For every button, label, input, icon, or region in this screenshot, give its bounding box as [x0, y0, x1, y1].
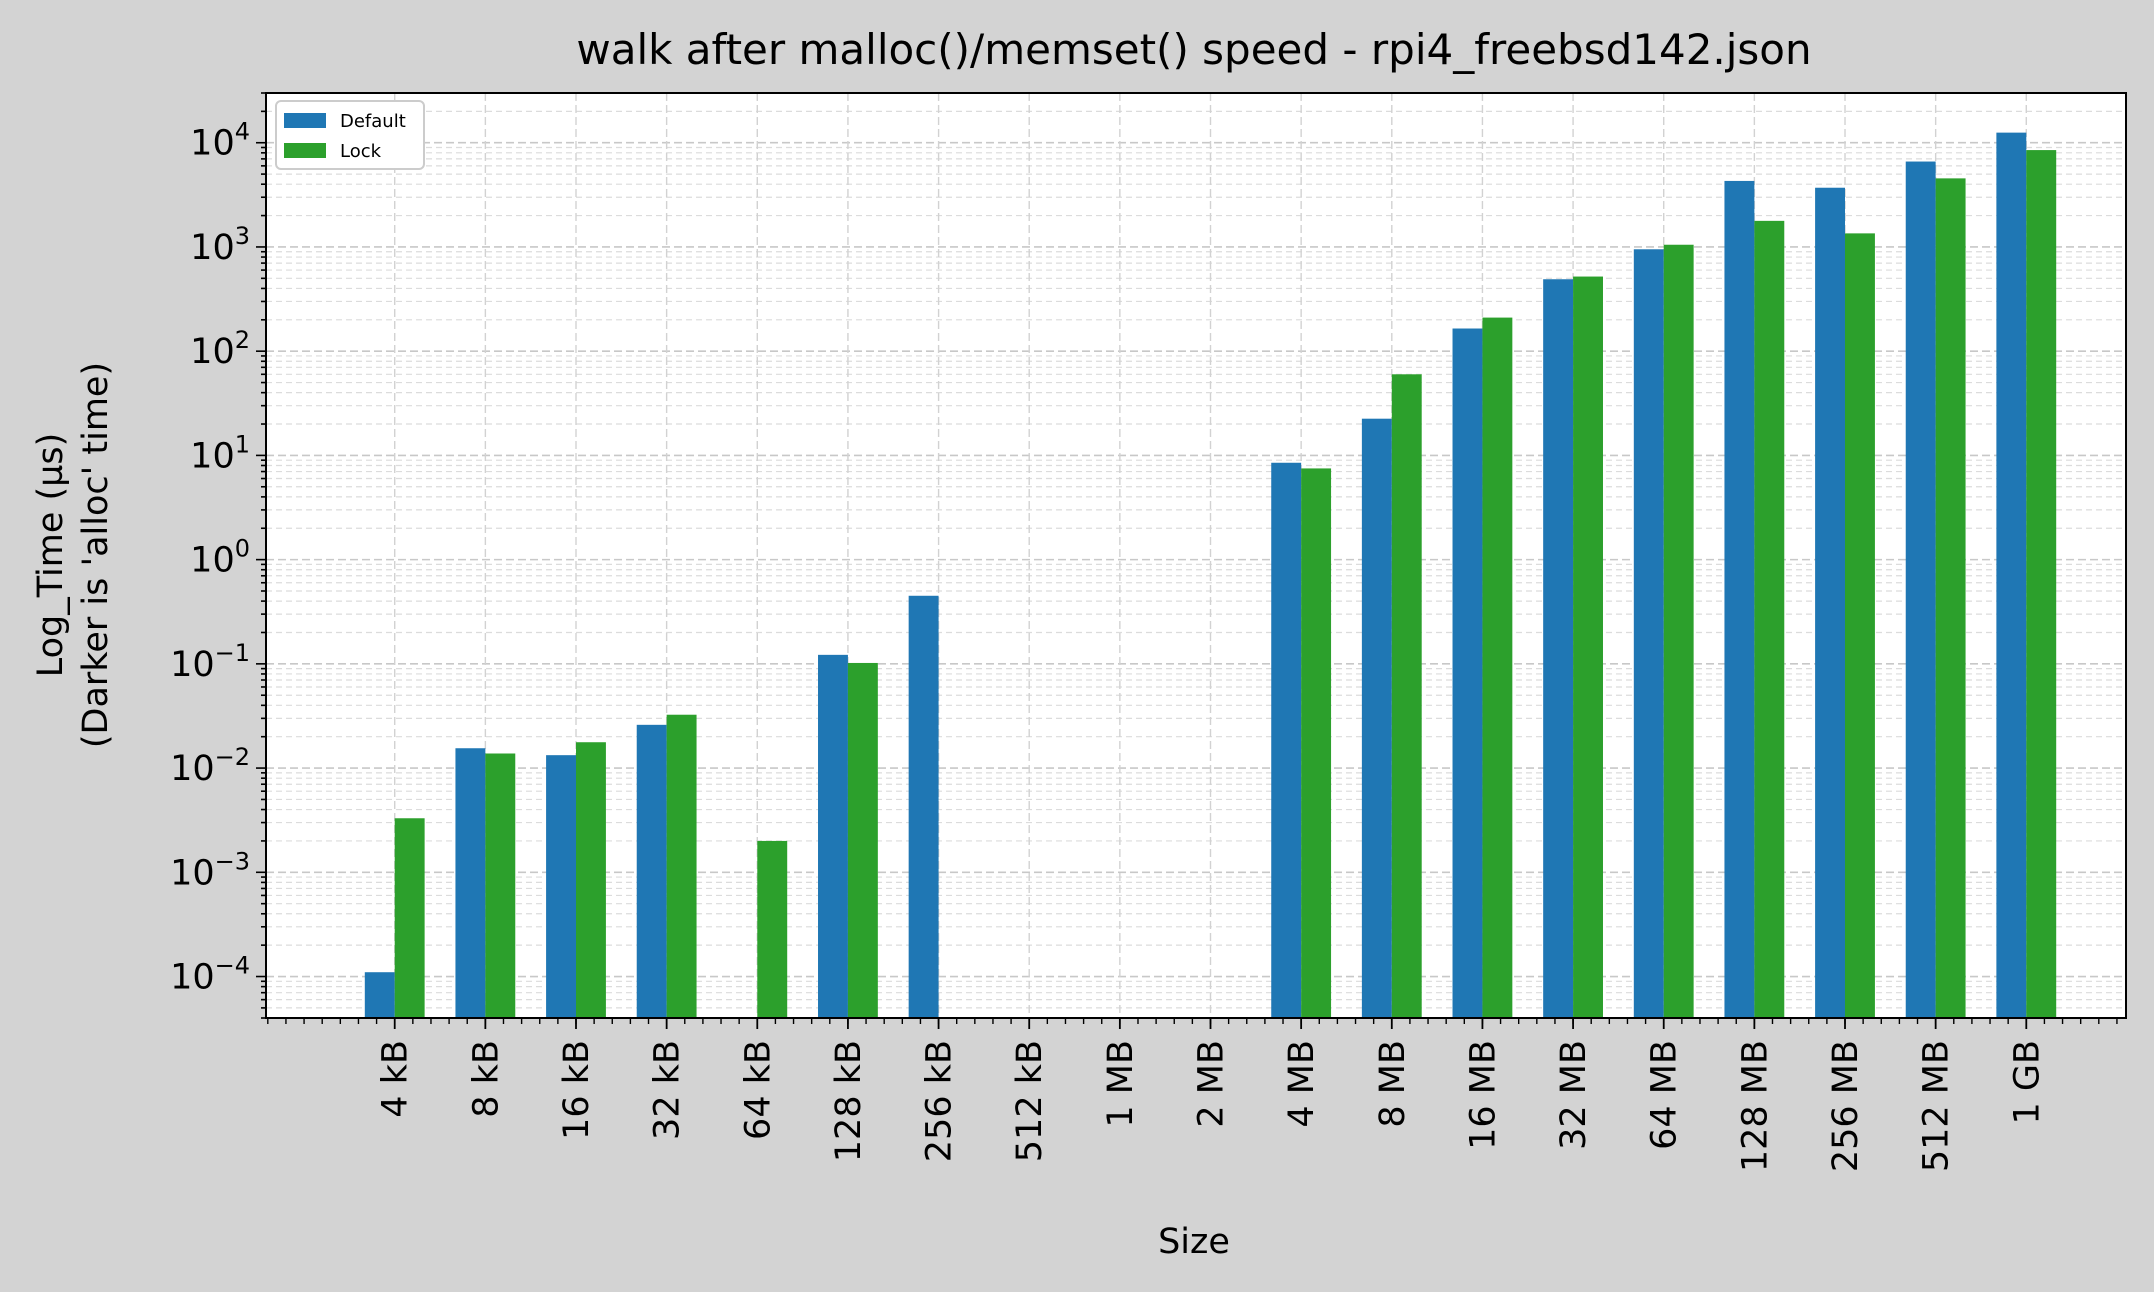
x-tick-label: 64 MB — [1645, 1040, 1685, 1150]
legend-swatch-lock — [284, 143, 326, 158]
x-tick-label: 256 kB — [920, 1040, 960, 1162]
x-tick-labels: 4 kB 8 kB 16 kB 32 kB 64 kB 128 kB 256 kB 512 k… — [376, 1040, 2048, 1172]
legend: Default Lock — [275, 100, 425, 170]
bar-lock-128mb — [1754, 220, 1785, 1019]
y-tick-label: 10−4 — [170, 952, 250, 998]
x-tick-label: 8 kB — [466, 1040, 506, 1118]
bar-lock-16mb — [1482, 317, 1513, 1018]
x-tick-label: 16 MB — [1463, 1040, 1503, 1150]
bar-lock-32kb — [666, 714, 697, 1018]
y-axis-label-line-1: Log_Time (µs) — [31, 433, 71, 678]
x-tick-label: 128 kB — [829, 1040, 869, 1162]
x-tick-label: 16 kB — [557, 1040, 597, 1140]
y-tick-label: 104 — [190, 118, 250, 164]
x-tick-label: 32 kB — [648, 1040, 688, 1140]
x-tick-label: 1 GB — [2007, 1040, 2047, 1125]
bar-lock-64mb — [1663, 244, 1694, 1019]
x-tick-label: 128 MB — [1735, 1040, 1775, 1172]
bar-lock-4kb — [394, 818, 425, 1018]
y-tick-label: 10−2 — [170, 743, 250, 789]
y-axis-label-line-2: (Darker is 'alloc' time) — [76, 362, 116, 748]
y-tick-label: 10−1 — [170, 639, 250, 685]
legend-label-default: Default — [340, 111, 406, 132]
bar-default-4mb — [1271, 462, 1302, 1019]
bar-default-256mb — [1815, 187, 1846, 1018]
bar-lock-512mb — [1935, 178, 1966, 1018]
x-axis-label: Size — [1158, 1222, 1230, 1262]
x-tick-label: 64 kB — [738, 1040, 778, 1140]
bar-default-16mb — [1452, 328, 1483, 1018]
bar-lock-32mb — [1573, 276, 1603, 1018]
bar-default-8kb — [455, 748, 486, 1018]
x-tick-label: 2 MB — [1192, 1040, 1232, 1128]
bar-lock-64kb — [757, 840, 788, 1018]
bar-lock-256mb — [1845, 233, 1875, 1019]
bar-default-8mb — [1361, 418, 1392, 1019]
bar-lock-8mb — [1391, 374, 1422, 1018]
x-tick-label: 1 MB — [1101, 1040, 1141, 1128]
bar-lock-8kb — [485, 753, 516, 1018]
y-tick-label: 101 — [190, 430, 250, 476]
y-tick-label: 102 — [190, 326, 250, 372]
legend-label-lock: Lock — [340, 141, 382, 162]
y-tick-label: 10−3 — [170, 847, 250, 893]
x-tick-label: 256 MB — [1826, 1040, 1866, 1172]
x-tick-label: 8 MB — [1373, 1040, 1413, 1128]
x-tick-label: 512 MB — [1917, 1040, 1957, 1172]
y-tick-label: 103 — [190, 222, 250, 268]
bar-default-256kb — [908, 595, 939, 1018]
bars — [364, 132, 2057, 1019]
bar-default-4kb — [364, 972, 395, 1018]
plot-frame — [265, 92, 2127, 1019]
chart-title: walk after malloc()/memset() speed - rpi… — [576, 25, 1811, 74]
bar-lock-128kb — [847, 662, 878, 1018]
x-tick-label: 4 kB — [376, 1040, 416, 1118]
bar-default-1gb — [1996, 132, 2027, 1018]
bar-default-64mb — [1633, 249, 1664, 1018]
bar-default-128kb — [818, 654, 848, 1018]
legend-swatch-default — [284, 113, 326, 128]
bar-lock-1gb — [2026, 150, 2057, 1018]
ticks — [256, 92, 2118, 1029]
bar-lock-16kb — [576, 742, 606, 1018]
y-tick-labels: 10−4 10−3 10−2 10−1 100 101 102 103 104 — [170, 118, 250, 998]
bar-default-32mb — [1543, 279, 1574, 1019]
bar-lock-4mb — [1301, 468, 1332, 1019]
x-tick-label: 32 MB — [1554, 1040, 1594, 1150]
bar-default-32kb — [636, 724, 667, 1018]
y-tick-label: 100 — [190, 535, 250, 581]
bar-default-512mb — [1905, 161, 1936, 1018]
bar-default-16kb — [546, 755, 576, 1018]
bar-default-128mb — [1724, 180, 1755, 1019]
x-tick-label: 4 MB — [1282, 1040, 1322, 1128]
x-tick-label: 512 kB — [1010, 1040, 1050, 1162]
